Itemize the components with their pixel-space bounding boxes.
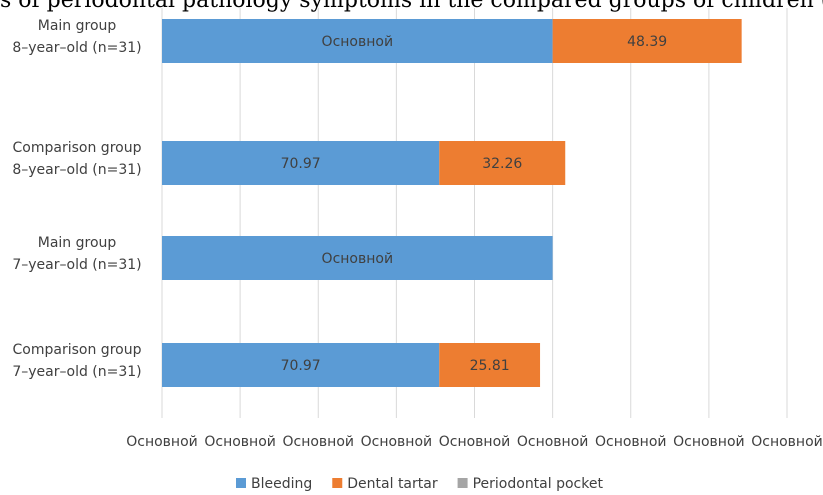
bar-segment-bleeding <box>162 141 440 185</box>
bars: Основной 48.39 70.97 32.26 Основной 70.97 25.8… <box>162 19 742 387</box>
category-label: Main group <box>38 18 117 34</box>
x-tick-label: Основной <box>595 434 667 450</box>
data-label: 25.81 <box>470 358 510 374</box>
data-label: 32.26 <box>482 156 522 172</box>
legend-label: Dental tartar <box>347 476 438 492</box>
x-tick-label: Основной <box>282 434 354 450</box>
category-label: Main group <box>38 235 117 251</box>
data-label: 48.39 <box>627 34 667 50</box>
category-label: 7–year–old (n=31) <box>12 257 141 273</box>
x-tick-label: Основной <box>361 434 433 450</box>
legend-swatch-dental-tartar <box>332 478 343 488</box>
bar-segment-bleeding <box>162 19 553 63</box>
bar-segment-bleeding <box>162 236 553 280</box>
category-label: Comparison group <box>13 342 142 358</box>
x-tick-label: Основной <box>126 434 198 450</box>
x-tick-labels: Основной Основной Основной Основной Основной… <box>126 434 823 450</box>
data-label: 70.97 <box>281 156 321 172</box>
chart-title-fragment: s of periodontal pathology symptoms in t… <box>0 0 823 12</box>
data-label: Основной <box>322 34 394 50</box>
x-tick-label: Основной <box>751 434 823 450</box>
legend-swatch-bleeding <box>236 478 246 488</box>
x-tick-label: Основной <box>517 434 589 450</box>
category-label: Comparison group <box>13 140 142 156</box>
legend: Bleeding Dental tartar Periodontal pocket <box>236 476 603 492</box>
category-label: 7–year–old (n=31) <box>12 364 141 380</box>
legend-label: Bleeding <box>251 476 312 492</box>
legend-label: Periodontal pocket <box>473 476 604 492</box>
bar-segment-dental-tartar <box>439 343 541 387</box>
category-label: 8–year–old (n=31) <box>12 40 141 56</box>
data-label: Основной <box>322 251 394 267</box>
bar-segment-dental-tartar <box>552 19 742 63</box>
data-label: 70.97 <box>281 358 321 374</box>
x-tick-label: Основной <box>673 434 745 450</box>
category-labels: Main group 8–year–old (n=31) Comparison gr… <box>12 18 141 380</box>
x-tick-label: Основной <box>439 434 511 450</box>
category-label: 8–year–old (n=31) <box>12 162 141 178</box>
bar-segment-bleeding <box>162 343 440 387</box>
x-tick-label: Основной <box>204 434 276 450</box>
bar-segment-dental-tartar <box>439 141 566 185</box>
legend-swatch-periodontal-pocket <box>457 478 468 488</box>
